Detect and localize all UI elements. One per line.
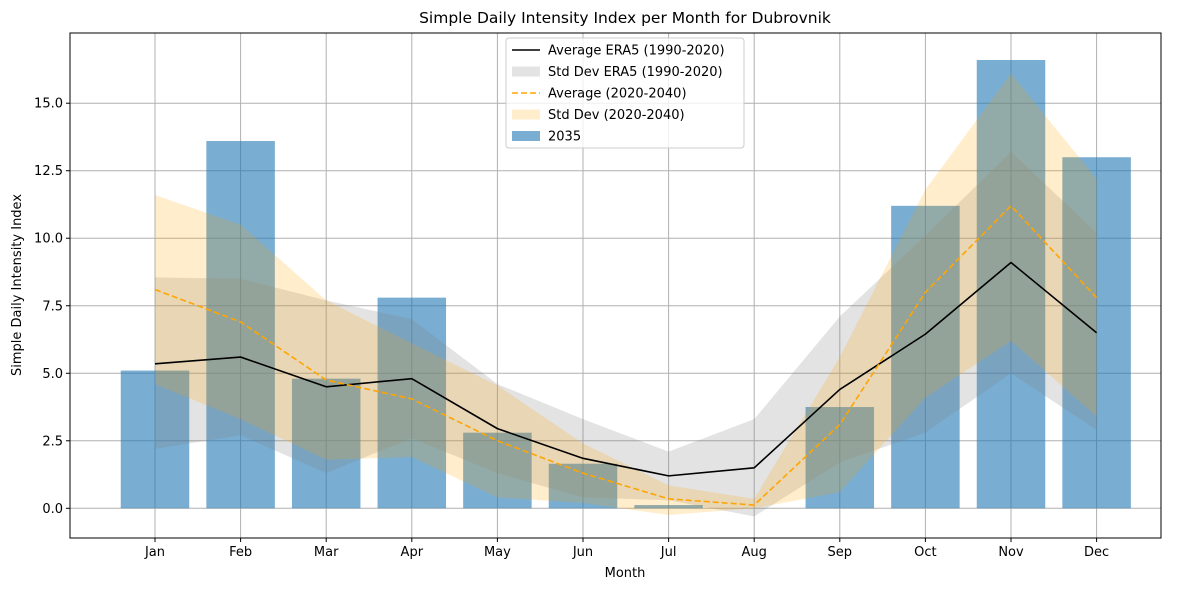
bar-may: [463, 432, 532, 509]
x-tick-label: Oct: [914, 545, 936, 560]
y-tick-label: 10.0: [34, 232, 63, 247]
bar-mar: [291, 378, 361, 509]
std-dev-bands: [155, 73, 1097, 517]
bar-jun: [548, 463, 618, 509]
y-tick-label: 7.5: [42, 299, 63, 314]
legend: Average ERA5 (1990-2020) Std Dev ERA5 (19…: [505, 37, 745, 149]
y-tick-label: 0.0: [42, 502, 63, 517]
x-tick-label: May: [484, 545, 511, 560]
x-tick-label: Dec: [1084, 545, 1109, 560]
x-tick-label: Jul: [660, 545, 677, 560]
x-tick-label: Sep: [828, 545, 853, 560]
average-era5-line: [154, 261, 1098, 477]
x-tick-label: Nov: [998, 545, 1024, 560]
bar-jan: [120, 370, 190, 509]
y-tick-label: 5.0: [42, 367, 63, 382]
bar-oct: [891, 205, 960, 509]
bar-sep: [805, 407, 875, 509]
y-tick-label: 15.0: [34, 97, 63, 112]
legend-box: [505, 37, 745, 149]
y-tick-label: 12.5: [34, 164, 63, 179]
legend-swatch-bar: [512, 131, 540, 141]
chart-title: Simple Daily Intensity Index per Month f…: [419, 9, 831, 27]
x-tick-label: Mar: [314, 545, 339, 560]
legend-label: Average (2020-2040): [548, 87, 687, 102]
legend-label: Average ERA5 (1990-2020): [548, 44, 725, 59]
bar-jul: [634, 505, 703, 509]
y-tick-label: 2.5: [42, 434, 63, 449]
plot-frame: [69, 32, 1162, 539]
x-tick-label: Jun: [572, 545, 593, 560]
average-lines: [154, 205, 1098, 506]
average-2020-2040-line: [154, 205, 1098, 506]
bar-apr: [377, 297, 447, 509]
legend-label: 2035: [548, 130, 581, 145]
x-tick-label: Jan: [144, 545, 165, 560]
bar-feb: [206, 141, 275, 509]
legend-label: Std Dev ERA5 (1990-2020): [548, 65, 723, 80]
legend-swatch-band: [512, 109, 540, 120]
y-axis-ticks: 0.0 2.5 5.0 7.5 10.0 12.5 15.0: [34, 97, 70, 517]
legend-label: Std Dev (2020-2040): [548, 108, 685, 123]
bar-nov: [976, 60, 1046, 509]
std-dev-2020-2040-band: [155, 73, 1097, 516]
y-axis-label: Simple Daily Intensity Index: [10, 194, 25, 376]
std-dev-era5-band: [155, 151, 1097, 517]
legend-swatch-band: [512, 66, 540, 77]
x-axis-label: Month: [605, 566, 646, 581]
bar-series: [120, 60, 1131, 509]
x-axis-ticks: Jan Feb Mar Apr May Jun Jul Aug Sep Oct Nov Dec: [144, 538, 1109, 560]
x-tick-label: Apr: [401, 545, 424, 560]
x-tick-label: Feb: [229, 545, 252, 560]
x-tick-label: Aug: [742, 545, 767, 560]
